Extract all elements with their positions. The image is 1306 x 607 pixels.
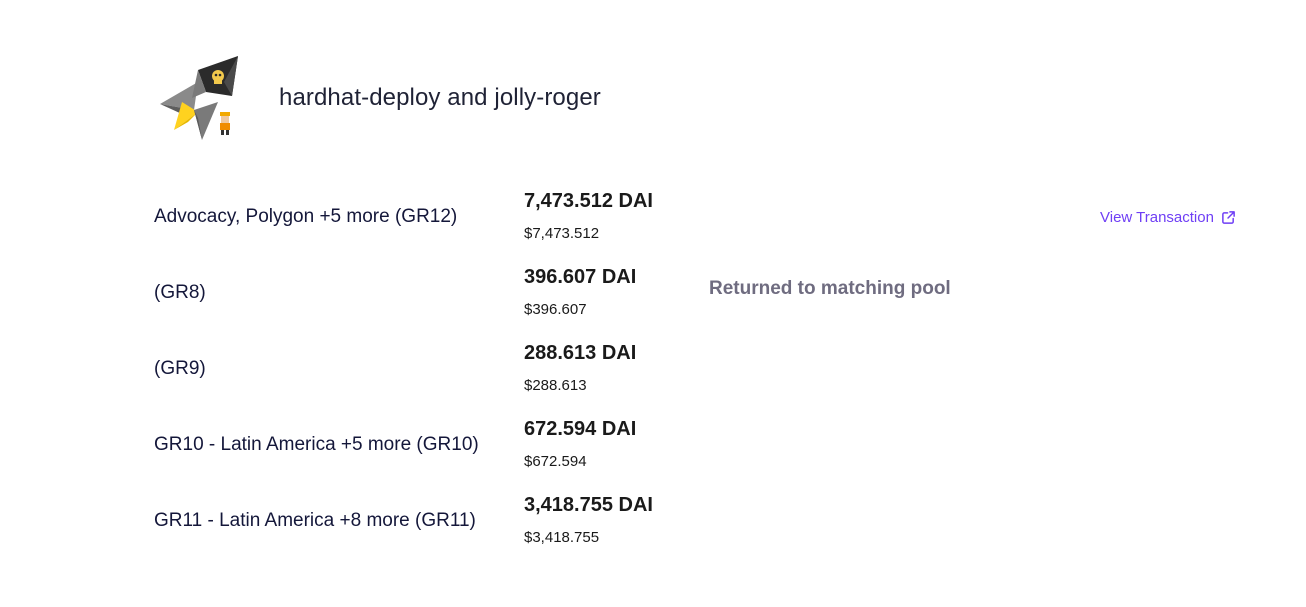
round-row-gr8: (GR8) 396.607 DAI $396.607 bbox=[154, 256, 1254, 332]
round-amount: 3,418.755 DAI bbox=[524, 494, 653, 516]
round-row-gr12: Advocacy, Polygon +5 more (GR12) 7,473.5… bbox=[154, 180, 1254, 256]
round-amount: 396.607 DAI bbox=[524, 266, 637, 288]
round-usd-value: $3,418.755 bbox=[524, 529, 600, 546]
view-transaction-link[interactable]: View Transaction bbox=[1100, 209, 1236, 226]
project-logo[interactable] bbox=[154, 52, 246, 144]
round-row-gr10: GR10 - Latin America +5 more (GR10) 672.… bbox=[154, 408, 1254, 484]
project-title: hardhat-deploy and jolly-roger bbox=[279, 84, 601, 111]
hardhat-jolly-roger-logo-icon bbox=[160, 56, 238, 140]
project-header: hardhat-deploy and jolly-roger bbox=[154, 52, 601, 144]
round-amount: 288.613 DAI bbox=[524, 342, 637, 364]
round-row-gr11: GR11 - Latin America +8 more (GR11) 3,41… bbox=[154, 484, 1254, 560]
round-amount: 672.594 DAI bbox=[524, 418, 637, 440]
round-name: Advocacy, Polygon +5 more (GR12) bbox=[154, 206, 458, 227]
round-usd-value: $672.594 bbox=[524, 453, 587, 470]
round-name: GR11 - Latin America +8 more (GR11) bbox=[154, 510, 476, 531]
round-usd-value: $288.613 bbox=[524, 377, 587, 394]
round-name: (GR9) bbox=[154, 358, 206, 379]
external-link-icon bbox=[1222, 211, 1235, 224]
view-transaction-label: View Transaction bbox=[1100, 209, 1214, 226]
round-row-gr9: (GR9) 288.613 DAI $288.613 bbox=[154, 332, 1254, 408]
returned-status-label: Returned to matching pool bbox=[709, 278, 951, 299]
round-amount: 7,473.512 DAI bbox=[524, 190, 653, 212]
round-usd-value: $396.607 bbox=[524, 301, 587, 318]
round-usd-value: $7,473.512 bbox=[524, 225, 600, 242]
grant-rounds-list: Advocacy, Polygon +5 more (GR12) 7,473.5… bbox=[154, 180, 1254, 560]
round-name: GR10 - Latin America +5 more (GR10) bbox=[154, 434, 479, 455]
round-name: (GR8) bbox=[154, 282, 206, 303]
